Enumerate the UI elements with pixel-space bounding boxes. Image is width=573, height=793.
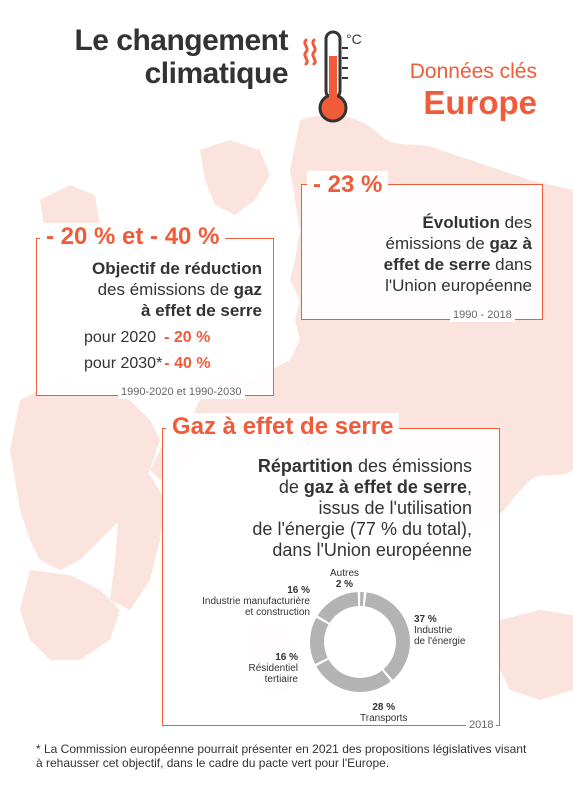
title-line-2: climatique bbox=[18, 57, 288, 90]
label-text: de l'énergie bbox=[414, 636, 465, 647]
objective-description: Objectif de réduction des émissions de g… bbox=[40, 258, 262, 321]
objective-desc-bold: Objectif de réduction bbox=[92, 259, 262, 278]
ghg-heading: Gaz à effet de serre bbox=[166, 413, 399, 441]
evolution-desc-text: des bbox=[500, 213, 532, 232]
label-pct: 37 % bbox=[414, 614, 465, 625]
celsius-symbol: °C bbox=[346, 31, 362, 47]
segment-transport bbox=[316, 660, 390, 692]
ghg-desc-bold: gaz à effet de serre bbox=[304, 477, 467, 497]
page-title: Le changement climatique bbox=[18, 24, 288, 90]
donut-label-other: Autres 2 % bbox=[330, 568, 359, 590]
segment-manufacturing bbox=[318, 592, 359, 623]
donut-label-energy: 37 % Industrie de l'énergie bbox=[414, 614, 465, 647]
segment-energy bbox=[365, 592, 410, 679]
evolution-desc-bold: effet de serre bbox=[384, 255, 491, 274]
evolution-desc-text: dans bbox=[490, 255, 532, 274]
evolution-desc-text: l'Union européenne bbox=[310, 275, 532, 296]
evolution-desc-bold: Évolution bbox=[422, 213, 499, 232]
label-text: Industrie bbox=[414, 625, 452, 636]
label-text: et construction bbox=[245, 607, 310, 618]
label-pct: 16 % bbox=[222, 652, 298, 663]
subtitle-region: Europe bbox=[362, 84, 537, 122]
segment-other bbox=[360, 592, 364, 606]
ghg-description: Répartition des émissions de gaz à effet… bbox=[180, 456, 472, 561]
evolution-value: - 23 % bbox=[307, 171, 388, 199]
label-text: Résidentiel bbox=[249, 663, 298, 674]
evolution-source: 1990 - 2018 bbox=[450, 308, 515, 322]
donut-label-manufacturing: 16 % Industrie manufacturière et constru… bbox=[170, 585, 310, 618]
donut-label-residential: 16 % Résidentiel tertiaire bbox=[222, 652, 298, 685]
donut-label-transport: 28 % Transports bbox=[360, 702, 407, 724]
objective-row-2030: pour 2030* - 40 % bbox=[84, 354, 211, 374]
subtitle-line-1: Données clés bbox=[362, 60, 537, 84]
ghg-desc-bold: Répartition bbox=[258, 456, 353, 476]
ghg-desc-text: dans l'Union européenne bbox=[180, 540, 472, 561]
label-text: Industrie manufacturière bbox=[202, 596, 310, 607]
ghg-desc-text: de l'énergie (77 % du total), bbox=[180, 519, 472, 540]
objective-desc-bold: gaz bbox=[234, 280, 262, 299]
thermometer-icon: °C bbox=[300, 26, 370, 126]
evolution-desc-text: émissions de bbox=[386, 234, 490, 253]
ghg-desc-text: issus de l'utilisation bbox=[180, 498, 472, 519]
subtitle: Données clés Europe bbox=[362, 60, 537, 122]
label-pct: 16 % bbox=[170, 585, 310, 596]
objective-value: - 20 % et - 40 % bbox=[40, 223, 225, 251]
title-line-1: Le changement bbox=[18, 24, 288, 57]
objective-row-2020: pour 2020 - 20 % bbox=[84, 328, 210, 348]
evolution-desc-bold: gaz à bbox=[489, 234, 532, 253]
objective-source: 1990-2020 et 1990-2030 bbox=[118, 385, 245, 399]
segment-residential bbox=[310, 618, 329, 664]
row-label: pour 2020 bbox=[84, 329, 156, 346]
ghg-desc-text: de bbox=[279, 477, 304, 497]
label-text: Transports bbox=[360, 713, 407, 724]
footnote: * La Commission européenne pourrait prés… bbox=[36, 742, 536, 770]
objective-desc-bold: à effet de serre bbox=[141, 301, 262, 320]
label-pct: 28 % bbox=[360, 702, 407, 713]
ghg-desc-text: , bbox=[467, 477, 472, 497]
label-text: Autres bbox=[330, 568, 359, 579]
evolution-description: Évolution des émissions de gaz à effet d… bbox=[310, 212, 532, 296]
row-value: - 40 % bbox=[164, 355, 210, 372]
row-value: - 20 % bbox=[164, 329, 210, 346]
label-pct: 2 % bbox=[330, 579, 359, 590]
row-label: pour 2030* bbox=[84, 355, 162, 372]
label-text: tertiaire bbox=[265, 674, 298, 685]
ghg-desc-text: des émissions bbox=[353, 456, 472, 476]
objective-desc-text: des émissions de bbox=[98, 280, 234, 299]
